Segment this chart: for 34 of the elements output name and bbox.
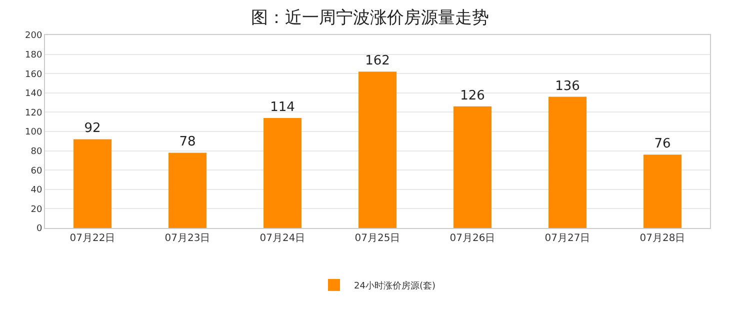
y-tick-label: 200 — [25, 31, 42, 42]
y-tick-label: 100 — [25, 128, 42, 138]
bar — [454, 106, 492, 228]
y-tick-label: 20 — [30, 204, 42, 215]
data-label: 136 — [555, 78, 580, 94]
data-label: 92 — [84, 121, 101, 136]
y-tick-label: 120 — [25, 108, 42, 118]
x-tick-label: 07月24日 — [260, 233, 306, 244]
data-label: 126 — [460, 88, 485, 104]
x-tick-label: 07月25日 — [354, 233, 400, 244]
y-tick-label: 80 — [30, 146, 42, 157]
x-tick-label: 07月22日 — [70, 233, 116, 244]
x-tick-label: 07月28日 — [640, 233, 686, 244]
data-label: 76 — [654, 136, 671, 152]
y-tick-label: 140 — [25, 89, 42, 100]
y-tick-label: 40 — [30, 186, 42, 196]
bar — [74, 139, 112, 228]
chart-title: 图：近一周宁波涨价房源量走势 — [251, 8, 489, 28]
y-tick-label: 0 — [36, 224, 42, 234]
y-tick-label: 160 — [25, 70, 42, 80]
bar — [358, 72, 396, 228]
legend-label: 24小时涨价房源(套) — [354, 280, 436, 292]
bar — [548, 96, 586, 228]
data-label: 162 — [365, 54, 390, 69]
bar — [168, 152, 206, 228]
y-tick-label: 180 — [25, 50, 42, 60]
data-label: 78 — [179, 134, 196, 150]
x-tick-label: 07月26日 — [450, 233, 496, 244]
y-tick-label: 60 — [30, 166, 42, 176]
x-tick-label: 07月27日 — [544, 233, 590, 244]
x-tick-label: 07月23日 — [164, 233, 210, 244]
bar — [264, 118, 302, 228]
bar — [644, 154, 682, 228]
data-label: 114 — [270, 100, 295, 115]
